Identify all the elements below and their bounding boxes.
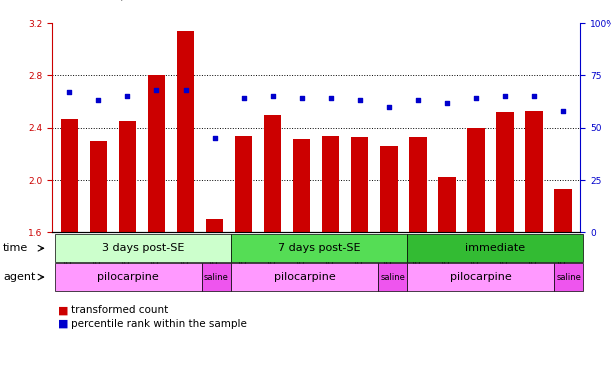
Text: pilocarpine: pilocarpine (274, 272, 335, 282)
Text: GDS3827 / 219054: GDS3827 / 219054 (58, 0, 177, 2)
Bar (467, 127, 485, 232)
Text: agent: agent (3, 272, 35, 282)
Bar (554, 189, 572, 232)
Text: percentile rank within the sample: percentile rank within the sample (71, 319, 247, 329)
Point (558, 108, 568, 114)
Text: saline: saline (204, 273, 229, 281)
Point (413, 98, 423, 104)
Point (268, 93, 277, 99)
Bar (438, 177, 456, 232)
Text: ■: ■ (58, 305, 68, 315)
Text: 3 days post-SE: 3 days post-SE (102, 243, 184, 253)
Text: immediate: immediate (465, 243, 525, 253)
Text: pilocarpine: pilocarpine (97, 272, 159, 282)
Point (500, 93, 510, 99)
Bar (60, 119, 78, 232)
Bar (351, 137, 368, 232)
Text: ■: ■ (58, 319, 68, 329)
Bar (293, 139, 310, 232)
Bar (177, 31, 194, 232)
Bar (90, 141, 107, 232)
Text: pilocarpine: pilocarpine (450, 272, 511, 282)
Bar (119, 121, 136, 232)
Point (529, 93, 539, 99)
Point (210, 135, 219, 141)
Text: time: time (3, 243, 28, 253)
Bar (525, 111, 543, 232)
Point (65, 89, 75, 95)
Text: transformed count: transformed count (71, 305, 169, 315)
Point (123, 93, 133, 99)
Bar (380, 146, 398, 232)
Point (326, 95, 335, 101)
Point (384, 104, 393, 110)
Text: saline: saline (380, 273, 405, 281)
Bar (235, 136, 252, 232)
Point (239, 95, 249, 101)
Bar (409, 137, 426, 232)
Bar (496, 112, 514, 232)
Point (297, 95, 307, 101)
Bar (206, 219, 223, 232)
Bar (264, 114, 281, 232)
Point (152, 87, 161, 93)
Bar (148, 75, 165, 232)
Point (442, 99, 452, 106)
Text: saline: saline (556, 273, 581, 281)
Point (93, 98, 103, 104)
Point (181, 87, 191, 93)
Point (355, 98, 365, 104)
Bar (322, 136, 340, 232)
Text: 7 days post-SE: 7 days post-SE (278, 243, 360, 253)
Point (471, 95, 481, 101)
